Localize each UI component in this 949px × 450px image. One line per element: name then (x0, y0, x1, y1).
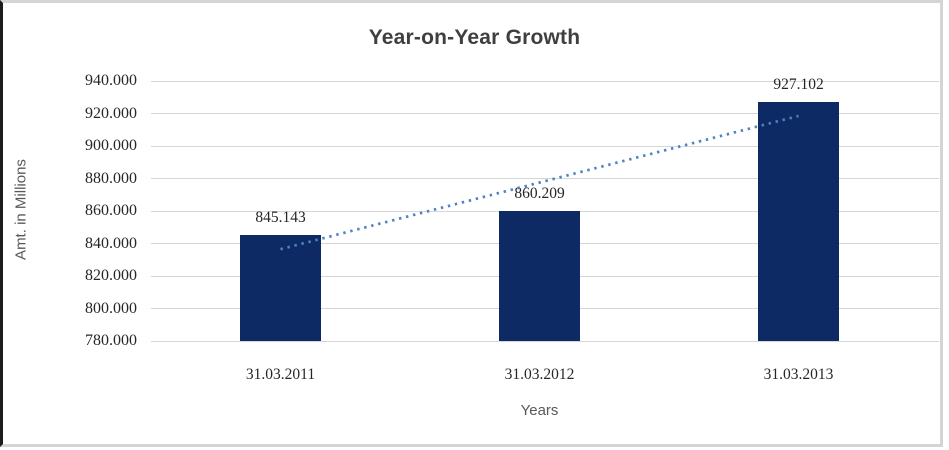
gridline (151, 80, 939, 82)
y-axis-title: Amt. in Millions (12, 159, 30, 260)
x-tick-label: 31.03.2011 (245, 366, 316, 383)
y-tick-label: 940.000 (85, 72, 137, 89)
bar-value-label: 927.102 (773, 75, 824, 93)
gridline (151, 113, 939, 114)
bar-value-label: 845.143 (255, 209, 306, 227)
bar-value-label: 860.209 (514, 184, 565, 202)
bar-31.03.2013 (758, 101, 839, 341)
plot-area: 845.143 860.209 927.102 (151, 76, 939, 342)
y-tick-label: 880.000 (85, 169, 137, 187)
y-tick-label: 780.000 (85, 332, 137, 349)
chart-title: Year-on-Year Growth (368, 26, 581, 49)
trendline (280, 114, 799, 251)
x-tick-label: 31.03.2013 (763, 366, 834, 383)
y-tick-label: 800.000 (85, 299, 137, 317)
x-tick-label: 31.03.2012 (504, 366, 575, 383)
bar-31.03.2012 (499, 210, 580, 341)
y-tick-label: 840.000 (85, 234, 137, 252)
y-tick-label: 900.000 (85, 137, 137, 154)
gridline (151, 145, 939, 147)
gridline (151, 178, 939, 179)
bar-31.03.2011 (240, 235, 321, 341)
gridline (151, 340, 939, 342)
y-tick-label: 860.000 (85, 202, 137, 219)
y-tick-label: 920.000 (85, 104, 137, 122)
y-tick-label: 820.000 (85, 267, 137, 284)
x-axis-title: Years (520, 402, 559, 419)
